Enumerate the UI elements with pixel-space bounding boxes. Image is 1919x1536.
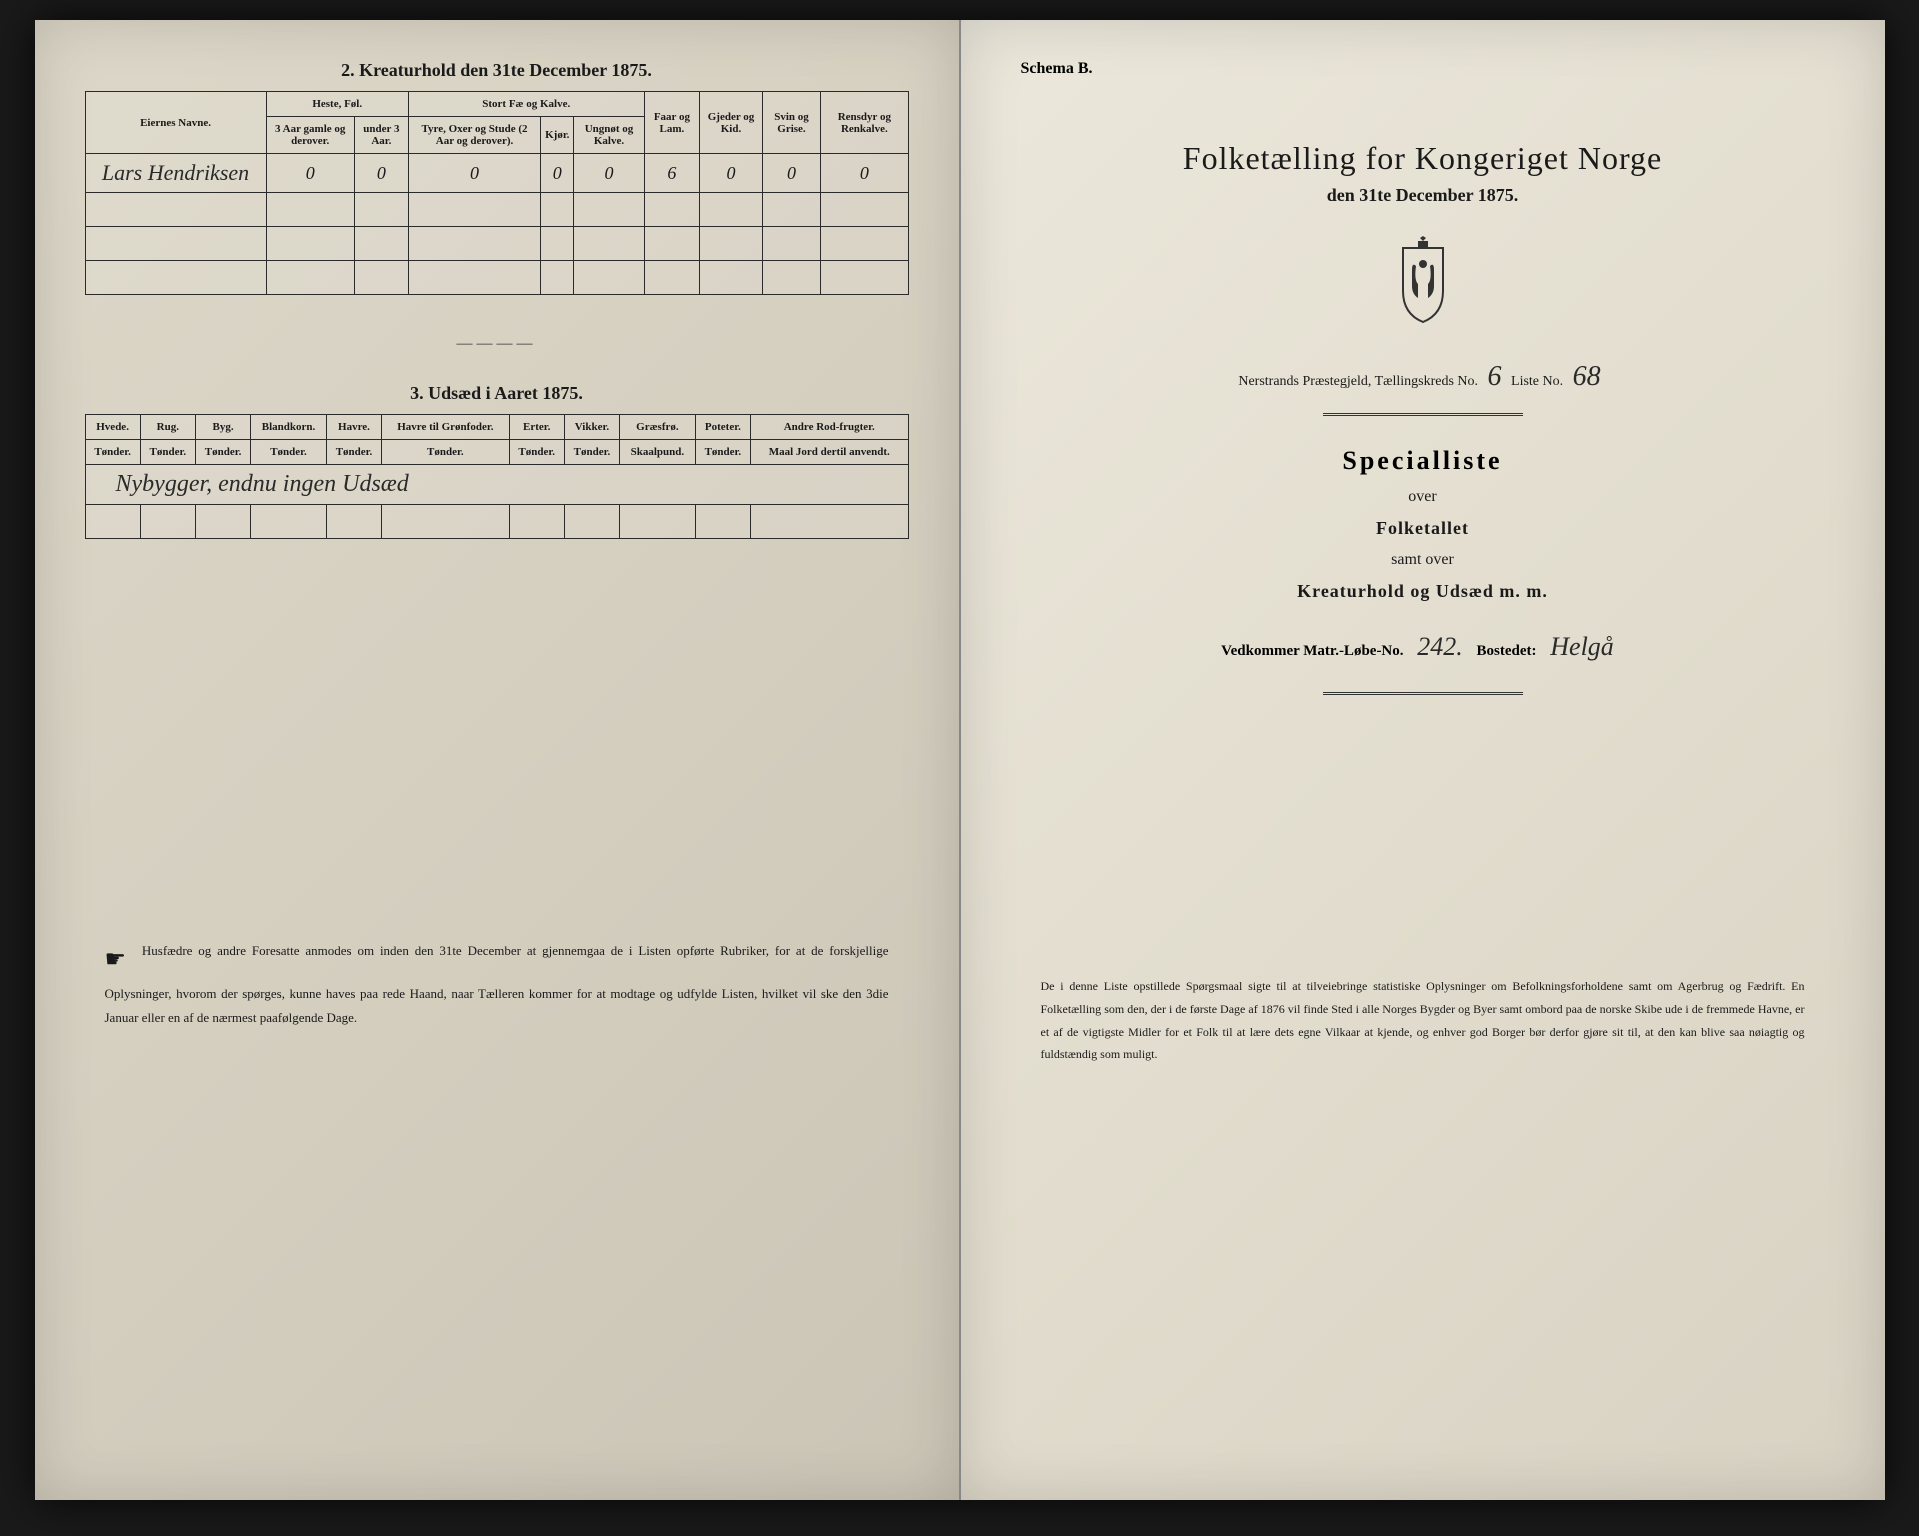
seed-unit: Tønder. — [326, 440, 381, 465]
bosted-name: Helgå — [1550, 632, 1614, 661]
table-row — [85, 193, 908, 227]
cell: 0 — [408, 154, 540, 193]
seed-unit: Tønder. — [140, 440, 195, 465]
census-document: 2. Kreaturhold den 31te December 1875. E… — [35, 20, 1885, 1500]
seed-unit: Tønder. — [382, 440, 510, 465]
table-row — [85, 261, 908, 295]
seed-header: Havre. — [326, 415, 381, 440]
liste-label: Liste No. — [1511, 374, 1563, 389]
seed-unit: Tønder. — [695, 440, 750, 465]
livestock-table: Eiernes Navne. Heste, Føl. Stort Fæ og K… — [85, 91, 909, 295]
seed-header: Havre til Grønfoder. — [382, 415, 510, 440]
table-row: Nybygger, endnu ingen Udsæd — [85, 465, 908, 505]
header-faar: Faar og Lam. — [644, 92, 700, 154]
seed-header: Rug. — [140, 415, 195, 440]
kreaturhold-text: Kreaturhold og Udsæd m. m. — [1011, 581, 1835, 602]
pointing-hand-icon: ☛ — [105, 939, 127, 982]
divider — [1323, 413, 1523, 416]
seed-row-text: Nybygger, endnu ingen Udsæd — [85, 465, 908, 505]
sub-heste1: 3 Aar gamle og derover. — [266, 117, 354, 154]
cell: 0 — [541, 154, 574, 193]
divider — [1323, 692, 1523, 695]
parish-label: Nerstrands Præstegjeld, Tællingskreds No… — [1238, 374, 1478, 389]
divider: ———— — [85, 335, 909, 353]
seed-unit: Tønder. — [509, 440, 564, 465]
section-3-title: 3. Udsæd i Aaret 1875. — [85, 383, 909, 404]
cell: 0 — [354, 154, 408, 193]
seed-header: Græsfrø. — [620, 415, 696, 440]
seed-table: Hvede. Rug. Byg. Blandkorn. Havre. Havre… — [85, 414, 909, 539]
matr-label: Vedkommer Matr.-Løbe-No. — [1221, 643, 1403, 659]
sub-stort2: Kjør. — [541, 117, 574, 154]
main-title: Folketælling for Kongeriget Norge — [1011, 140, 1835, 177]
header-heste: Heste, Føl. — [266, 92, 408, 117]
header-rensdyr: Rensdyr og Renkalve. — [821, 92, 908, 154]
cell: 0 — [762, 154, 820, 193]
seed-header: Poteter. — [695, 415, 750, 440]
sub-stort3: Ungnøt og Kalve. — [574, 117, 644, 154]
specialliste-title: Specialliste — [1011, 446, 1835, 476]
table-row — [85, 505, 908, 539]
seed-header: Byg. — [195, 415, 250, 440]
right-page: Schema B. Folketælling for Kongeriget No… — [961, 20, 1885, 1500]
liste-number: 68 — [1573, 361, 1601, 392]
seed-header: Hvede. — [85, 415, 140, 440]
section-2-title: 2. Kreaturhold den 31te December 1875. — [85, 60, 909, 81]
seed-unit: Tønder. — [195, 440, 250, 465]
sub-date: den 31te December 1875. — [1011, 185, 1835, 206]
right-footnote: De i denne Liste opstillede Spørgsmaal s… — [1011, 975, 1835, 1066]
seed-header: Erter. — [509, 415, 564, 440]
left-page: 2. Kreaturhold den 31te December 1875. E… — [35, 20, 961, 1500]
owner-name: Lars Hendriksen — [85, 154, 266, 193]
folketallet-text: Folketallet — [1011, 518, 1835, 539]
seed-header: Vikker. — [564, 415, 619, 440]
kreds-number: 6 — [1488, 361, 1502, 392]
header-gjeder: Gjeder og Kid. — [700, 92, 763, 154]
cell: 0 — [574, 154, 644, 193]
seed-unit: Tønder. — [251, 440, 327, 465]
seed-unit: Tønder. — [85, 440, 140, 465]
parish-line: Nerstrands Præstegjeld, Tællingskreds No… — [1011, 361, 1835, 393]
bosted-label: Bostedet: — [1477, 643, 1537, 659]
cell: 0 — [700, 154, 763, 193]
samt-over-text: samt over — [1011, 551, 1835, 569]
coat-of-arms-icon — [1011, 236, 1835, 331]
header-svin: Svin og Grise. — [762, 92, 820, 154]
seed-header: Blandkorn. — [251, 415, 327, 440]
table-row: Lars Hendriksen 0 0 0 0 0 6 0 0 0 — [85, 154, 908, 193]
header-owner: Eiernes Navne. — [85, 92, 266, 154]
cell: 0 — [821, 154, 908, 193]
footnote-text: Husfædre og andre Foresatte anmodes om i… — [105, 943, 889, 1025]
cell: 6 — [644, 154, 700, 193]
schema-label: Schema B. — [1021, 60, 1093, 78]
sub-heste2: under 3 Aar. — [354, 117, 408, 154]
header-stort: Stort Fæ og Kalve. — [408, 92, 644, 117]
seed-unit: Skaalpund. — [620, 440, 696, 465]
seed-unit: Tønder. — [564, 440, 619, 465]
left-footnote: ☛ Husfædre og andre Foresatte anmodes om… — [85, 939, 909, 1029]
table-row — [85, 227, 908, 261]
matr-number: 242. — [1417, 632, 1463, 661]
matr-line: Vedkommer Matr.-Løbe-No. 242. Bostedet: … — [1011, 632, 1835, 662]
cell: 0 — [266, 154, 354, 193]
seed-unit: Maal Jord dertil anvendt. — [750, 440, 908, 465]
seed-header: Andre Rod-frugter. — [750, 415, 908, 440]
sub-stort1: Tyre, Oxer og Stude (2 Aar og derover). — [408, 117, 540, 154]
over-text: over — [1011, 488, 1835, 506]
